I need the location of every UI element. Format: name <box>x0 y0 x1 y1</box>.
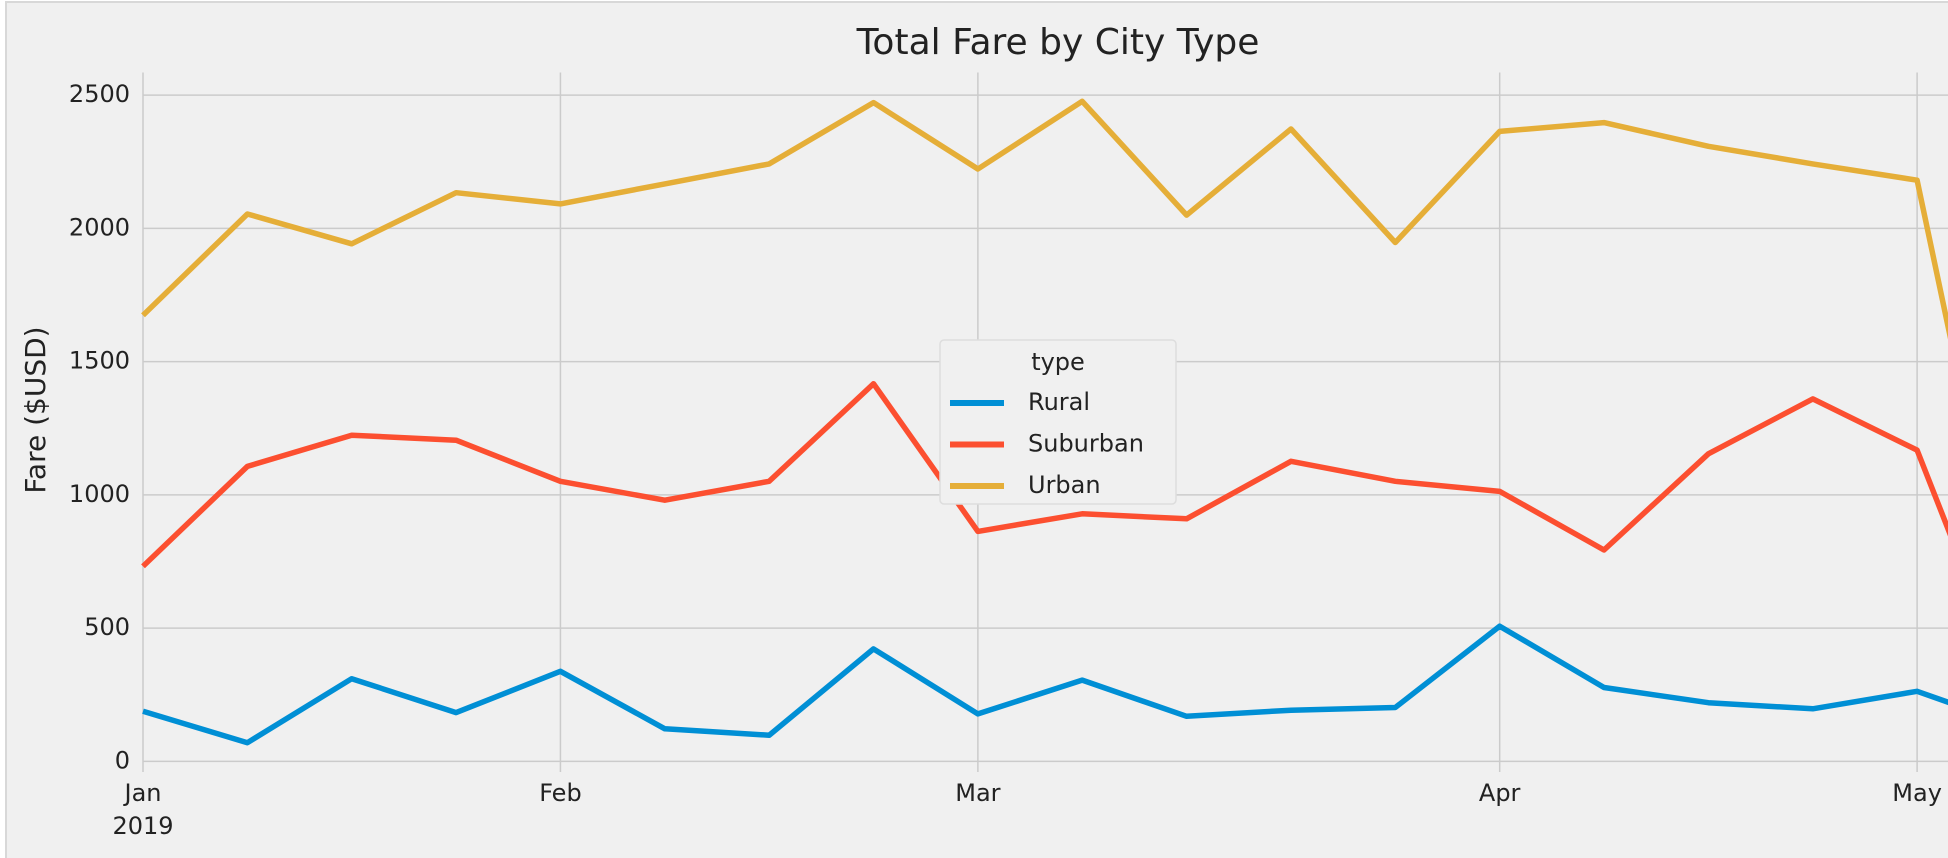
y-tick-label: 1000 <box>69 480 130 508</box>
legend-label: Rural <box>1028 388 1090 416</box>
y-tick-label: 1500 <box>69 347 130 375</box>
chart-title: Total Fare by City Type <box>856 22 1260 63</box>
x-tick-label: Mar <box>955 779 1000 807</box>
legend-label: Suburban <box>1028 430 1144 458</box>
y-tick-label: 2000 <box>69 213 130 241</box>
plot-area <box>141 72 1948 772</box>
series-line <box>141 380 1948 569</box>
x-tick-label: Feb <box>539 779 582 807</box>
y-tick-label: 2500 <box>69 80 130 108</box>
x-tick-label: Jan <box>123 779 162 807</box>
legend-box <box>939 339 1177 505</box>
series-line <box>141 98 1948 340</box>
series-line <box>142 623 1948 746</box>
y-tick-label: 0 <box>115 746 130 774</box>
x-year-label: 2019 <box>112 812 173 840</box>
x-tick-label: May <box>1892 779 1942 807</box>
y-axis-label: Fare ($USD) <box>19 326 52 493</box>
legend-title: type <box>1031 348 1085 376</box>
y-tick-label: 500 <box>84 613 130 641</box>
legend-label: Urban <box>1028 471 1101 499</box>
x-tick-label: Apr <box>1479 779 1521 807</box>
